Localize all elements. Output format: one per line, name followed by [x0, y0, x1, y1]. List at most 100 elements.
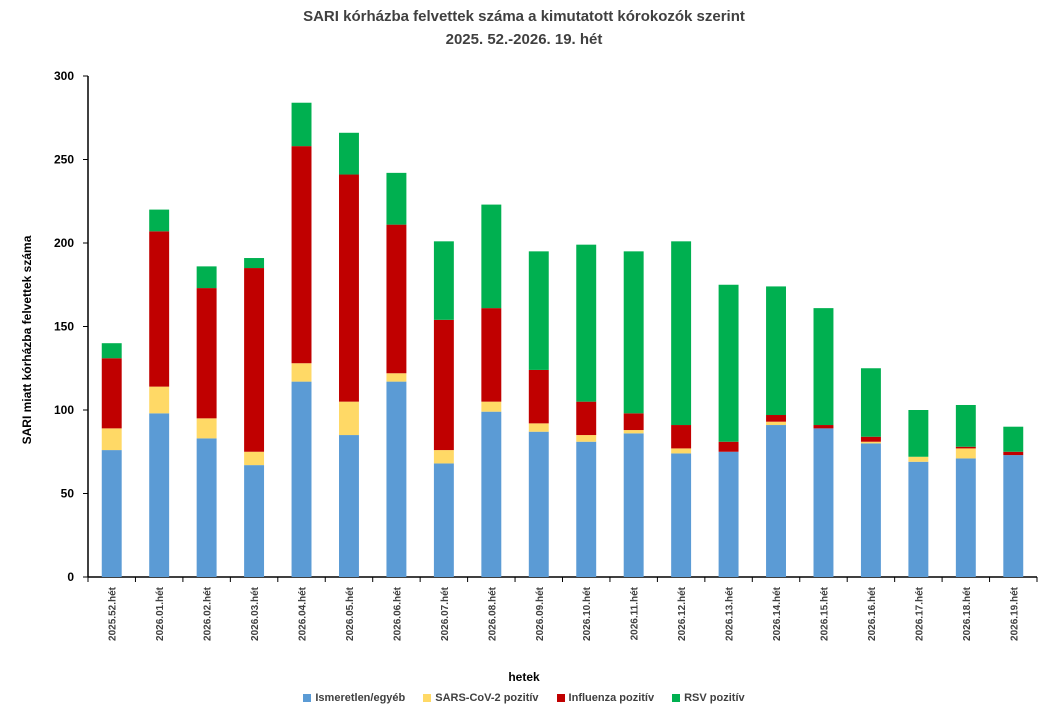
bar-segment	[860, 436, 881, 442]
bar-segment	[244, 268, 265, 452]
bar-segment	[481, 308, 502, 402]
x-tick-label: 2026.09.hét	[535, 586, 546, 641]
y-tick-label: 0	[67, 570, 74, 584]
x-tick-label: 2026.06.hét	[392, 586, 403, 641]
bar-segment	[718, 284, 739, 442]
bar-segment	[813, 425, 834, 429]
bar-segment	[386, 172, 407, 225]
bar-segment	[766, 286, 786, 416]
bar-segment	[860, 368, 881, 437]
bar-segment	[528, 431, 549, 577]
x-tick-label: 2026.18.hét	[962, 586, 973, 641]
bar-segment	[339, 435, 359, 577]
y-tick-label: 150	[54, 320, 74, 334]
bar-segment	[481, 204, 502, 309]
legend-swatch	[672, 694, 681, 702]
bar-segment	[955, 446, 976, 449]
x-tick-label: 2026.07.hét	[440, 586, 451, 641]
x-tick-label: 2026.04.hét	[298, 586, 309, 641]
bar-segment	[813, 428, 834, 577]
bar-segment	[101, 343, 122, 359]
bar-segment	[671, 453, 692, 577]
bar-segment	[196, 288, 217, 419]
legend-item: Ismeretlen/egyéb	[303, 692, 405, 704]
legend-swatch	[556, 694, 565, 702]
bar-segment	[244, 451, 265, 466]
x-tick-label: 2026.15.hét	[819, 586, 830, 641]
bar-segment	[576, 244, 597, 402]
x-tick-label: 2026.02.hét	[203, 586, 214, 641]
x-tick-label: 2026.14.hét	[772, 586, 783, 641]
bar-segment	[576, 401, 597, 436]
x-tick-label: 2026.08.hét	[487, 586, 498, 641]
x-tick-label: 2026.19.hét	[1009, 586, 1020, 641]
bar-segment	[386, 373, 407, 382]
bar-segment	[244, 465, 265, 577]
bar-segment	[339, 174, 359, 402]
bar-segment	[671, 241, 692, 426]
bar-segment	[766, 415, 786, 422]
x-tick-label: 2026.05.hét	[345, 586, 356, 641]
legend-label: RSV pozitív	[684, 692, 745, 704]
x-axis-label: hetek	[508, 670, 540, 684]
y-tick-label: 100	[54, 403, 74, 417]
bar-segment	[149, 231, 170, 387]
legend-label: Ismeretlen/egyéb	[315, 692, 406, 704]
bar-segment	[908, 410, 929, 457]
bar-segment	[528, 251, 549, 370]
bar-segment	[718, 441, 739, 452]
bar-segment	[1003, 455, 1024, 577]
x-tick-label: 2025.52.hét	[108, 586, 119, 641]
bar-segment	[291, 381, 312, 577]
x-tick-label: 2026.13.hét	[725, 586, 736, 641]
chart-subtitle: 2025. 52.-2026. 19. hét	[445, 31, 603, 48]
bar-segment	[766, 425, 786, 577]
bar-segment	[339, 401, 359, 436]
bar-segment	[718, 451, 739, 577]
bar-segment	[860, 441, 881, 444]
bar-segment	[339, 132, 359, 175]
bar-segment	[908, 461, 929, 577]
legend-swatch	[303, 694, 312, 702]
bar-segment	[1003, 451, 1024, 456]
bar-segment	[908, 456, 929, 462]
bar-segment	[481, 401, 502, 412]
bar-segment	[955, 448, 976, 459]
bar-segment	[291, 102, 312, 147]
bar-segment	[101, 428, 122, 451]
bar-segment	[528, 423, 549, 432]
bar-segment	[955, 458, 976, 577]
x-tick-label: 2026.17.hét	[914, 586, 925, 641]
bar-segment	[196, 266, 217, 289]
bar-segment	[196, 418, 217, 439]
bar-segment	[433, 319, 454, 451]
bar-segment	[101, 450, 122, 577]
bar-segment	[244, 258, 265, 269]
bar-segment	[291, 146, 312, 364]
legend-item: SARS-CoV-2 pozitív	[423, 692, 539, 704]
bar-segment	[149, 413, 170, 577]
y-tick-label: 200	[54, 236, 74, 250]
bar-segment	[433, 241, 454, 320]
bar-segment	[623, 433, 644, 577]
x-tick-label: 2026.01.hét	[155, 586, 166, 641]
y-tick-label: 50	[61, 487, 75, 501]
bar-segment	[528, 369, 549, 424]
bar-segment	[149, 209, 170, 232]
y-tick-label: 300	[54, 69, 74, 83]
x-tick-label: 2026.11.hét	[630, 586, 641, 640]
bar-segment	[860, 443, 881, 577]
bar-segment	[433, 450, 454, 464]
bar-segment	[291, 363, 312, 382]
bar-segment	[101, 358, 122, 429]
x-tick-label: 2026.03.hét	[250, 586, 261, 641]
bar-segment	[1003, 426, 1024, 452]
bar-segment	[386, 381, 407, 577]
bar-segment	[386, 224, 407, 374]
chart-title: SARI kórházba felvettek száma a kimutato…	[303, 8, 745, 25]
bar-segment	[955, 404, 976, 447]
bar-segment	[623, 251, 644, 414]
bar-segment	[433, 463, 454, 577]
